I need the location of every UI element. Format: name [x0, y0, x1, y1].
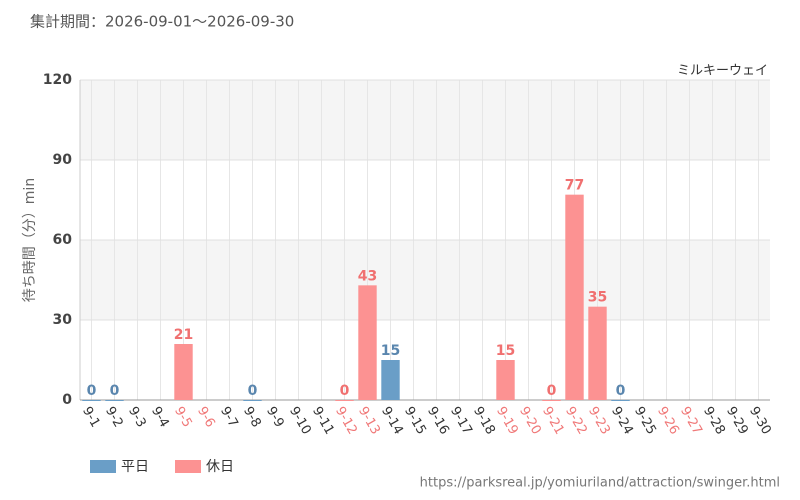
- value-label: 77: [565, 178, 584, 194]
- x-tick-label: 9-2: [102, 404, 126, 430]
- value-label: 0: [547, 383, 557, 399]
- value-label: 0: [110, 383, 120, 399]
- x-tick-label: 9-28: [700, 404, 728, 437]
- x-tick-label: 9-4: [148, 404, 172, 430]
- grid-band: [80, 80, 770, 160]
- y-tick-label: 30: [53, 312, 73, 328]
- bar: [588, 306, 607, 400]
- bar: [496, 360, 515, 400]
- y-axis-label: 待ち時間（分）min: [22, 178, 38, 302]
- bar: [335, 400, 354, 401]
- value-label: 0: [87, 383, 97, 399]
- legend-swatch: [90, 460, 116, 473]
- x-tick-label: 9-5: [171, 404, 195, 430]
- x-tick-label: 9-20: [516, 404, 544, 437]
- bar: [243, 400, 262, 401]
- legend-label: 平日: [121, 459, 149, 475]
- x-tick-label: 9-23: [585, 404, 613, 437]
- bar: [565, 194, 584, 400]
- x-tick-label: 9-16: [424, 404, 452, 437]
- chart-title: 集計期間：2026-09-01～2026-09-30: [30, 13, 294, 31]
- value-label: 35: [588, 290, 607, 306]
- x-tick-label: 9-11: [309, 404, 337, 437]
- y-tick-label: 0: [62, 392, 72, 408]
- value-label: 0: [616, 383, 626, 399]
- x-tick-label: 9-26: [654, 404, 682, 437]
- y-tick-label: 60: [53, 232, 73, 248]
- value-label: 0: [248, 383, 258, 399]
- x-tick-label: 9-7: [217, 404, 241, 430]
- x-tick-label: 9-30: [746, 404, 774, 437]
- chart-subtitle: ミルキーウェイ: [677, 64, 768, 79]
- x-tick-label: 9-17: [447, 404, 475, 437]
- x-tick-label: 9-13: [355, 404, 383, 437]
- x-tick-label: 9-24: [608, 404, 636, 437]
- x-tick-label: 9-27: [677, 404, 705, 437]
- x-tick-label: 9-12: [332, 404, 360, 437]
- x-tick-label: 9-15: [401, 404, 429, 437]
- value-label: 43: [358, 268, 377, 284]
- x-tick-label: 9-3: [125, 404, 149, 430]
- bar: [105, 400, 124, 401]
- x-tick-label: 9-21: [539, 404, 567, 437]
- grid-band: [80, 240, 770, 320]
- x-tick-label: 9-25: [631, 404, 659, 437]
- bar: [611, 400, 630, 401]
- x-tick-label: 9-14: [378, 404, 406, 437]
- x-tick-label: 9-8: [240, 404, 264, 430]
- x-tick-label: 9-18: [470, 404, 498, 437]
- x-tick-label: 9-9: [263, 404, 287, 430]
- legend-swatch: [175, 460, 201, 473]
- x-tick-label: 9-19: [493, 404, 521, 437]
- bar: [358, 285, 377, 400]
- value-label: 21: [174, 327, 193, 343]
- x-tick-label: 9-10: [286, 404, 314, 437]
- x-tick-label: 9-1: [79, 404, 103, 430]
- legend-label: 休日: [206, 459, 234, 475]
- source: https://parksreal.jp/yomiuriland/attract…: [420, 476, 780, 491]
- x-tick-label: 9-22: [562, 404, 590, 437]
- bar: [542, 400, 561, 401]
- x-tick-label: 9-29: [723, 404, 751, 437]
- y-tick-label: 90: [53, 152, 73, 168]
- bar: [174, 344, 193, 400]
- bar: [82, 400, 101, 401]
- value-label: 15: [496, 343, 515, 359]
- x-tick-label: 9-6: [194, 404, 218, 430]
- value-label: 15: [381, 343, 400, 359]
- value-label: 0: [340, 383, 350, 399]
- y-tick-label: 120: [43, 72, 72, 88]
- bar: [381, 360, 400, 400]
